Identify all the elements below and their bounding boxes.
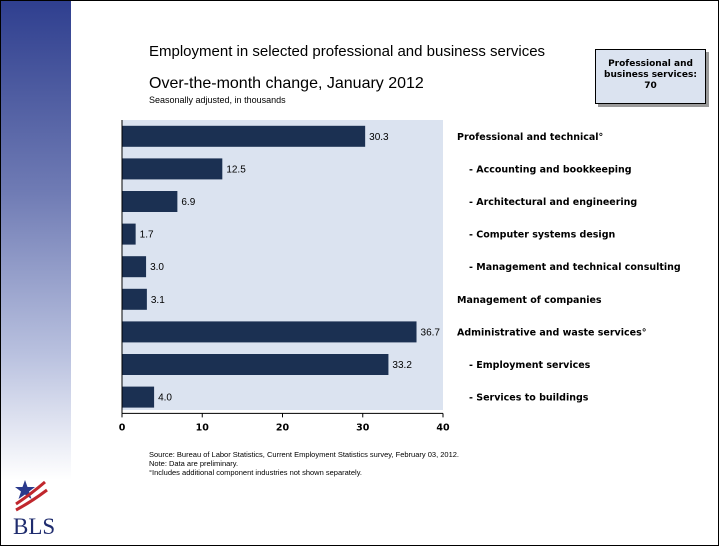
- source-line: Source: Bureau of Labor Statistics, Curr…: [149, 450, 460, 459]
- data-label: 33.2: [392, 360, 412, 371]
- category-label: Professional and technical°: [457, 132, 603, 143]
- category-label: Management of companies: [457, 295, 602, 306]
- x-tick-label: 10: [196, 422, 210, 433]
- data-label: 3.0: [150, 262, 164, 273]
- x-tick-label: 20: [276, 422, 290, 433]
- logo-stripe-icon: [15, 488, 48, 512]
- category-label: - Architectural and engineering: [469, 197, 637, 208]
- category-label: - Computer systems design: [469, 230, 615, 241]
- data-label: 6.9: [181, 197, 195, 208]
- preliminary-note: Note: Data are preliminary.: [149, 459, 239, 468]
- x-tick-label: 0: [119, 422, 126, 433]
- category-label: - Services to buildings: [469, 393, 589, 404]
- bar: [122, 223, 136, 245]
- category-label: Administrative and waste services°: [457, 327, 647, 338]
- bar: [122, 288, 147, 310]
- x-tick-label: 30: [356, 422, 370, 433]
- chart-subtitle: Over-the-month change, January 2012: [149, 75, 424, 92]
- category-label: - Accounting and bookkeeping: [469, 164, 632, 175]
- bar: [122, 191, 178, 212]
- logo-stripe-icon: [15, 480, 46, 506]
- bar: [122, 158, 223, 180]
- logo-star-icon: [15, 480, 35, 499]
- labels-layer: 30.3 Professional and technical° 12.5 - Acc…: [140, 132, 681, 404]
- data-label: 12.5: [226, 164, 246, 175]
- x-tick-label: 40: [436, 422, 450, 433]
- bars-layer: [122, 125, 417, 408]
- callout-line-2: business services:: [604, 69, 697, 80]
- data-label: 1.7: [140, 230, 154, 241]
- bar: [122, 386, 155, 408]
- data-label: 3.1: [151, 295, 165, 306]
- units-note: Seasonally adjusted, in thousands: [149, 95, 286, 105]
- data-label: 4.0: [158, 393, 172, 404]
- bar: [122, 321, 417, 343]
- left-gradient-band: [1, 1, 71, 545]
- bls-logo: BLS: [13, 480, 55, 539]
- bar: [122, 125, 366, 147]
- callout-value: 70: [644, 80, 657, 91]
- callout-line-1: Professional and: [608, 59, 693, 69]
- category-label: - Management and technical consulting: [469, 262, 681, 273]
- logo-text: BLS: [13, 514, 55, 539]
- source-notes: Source: Bureau of Labor Statistics, Curr…: [149, 450, 459, 477]
- footnote-line: °Includes additional component industrie…: [149, 468, 362, 477]
- data-label: 36.7: [421, 327, 441, 338]
- category-label: - Employment services: [469, 360, 591, 371]
- total-callout-box: Professional and business services: 70: [595, 49, 706, 104]
- bar: [122, 256, 147, 278]
- chart-title: Employment in selected professional and …: [149, 43, 546, 60]
- x-axis: 0 10 20 30 40: [119, 120, 450, 433]
- data-label: 30.3: [369, 132, 389, 143]
- bar: [122, 354, 389, 375]
